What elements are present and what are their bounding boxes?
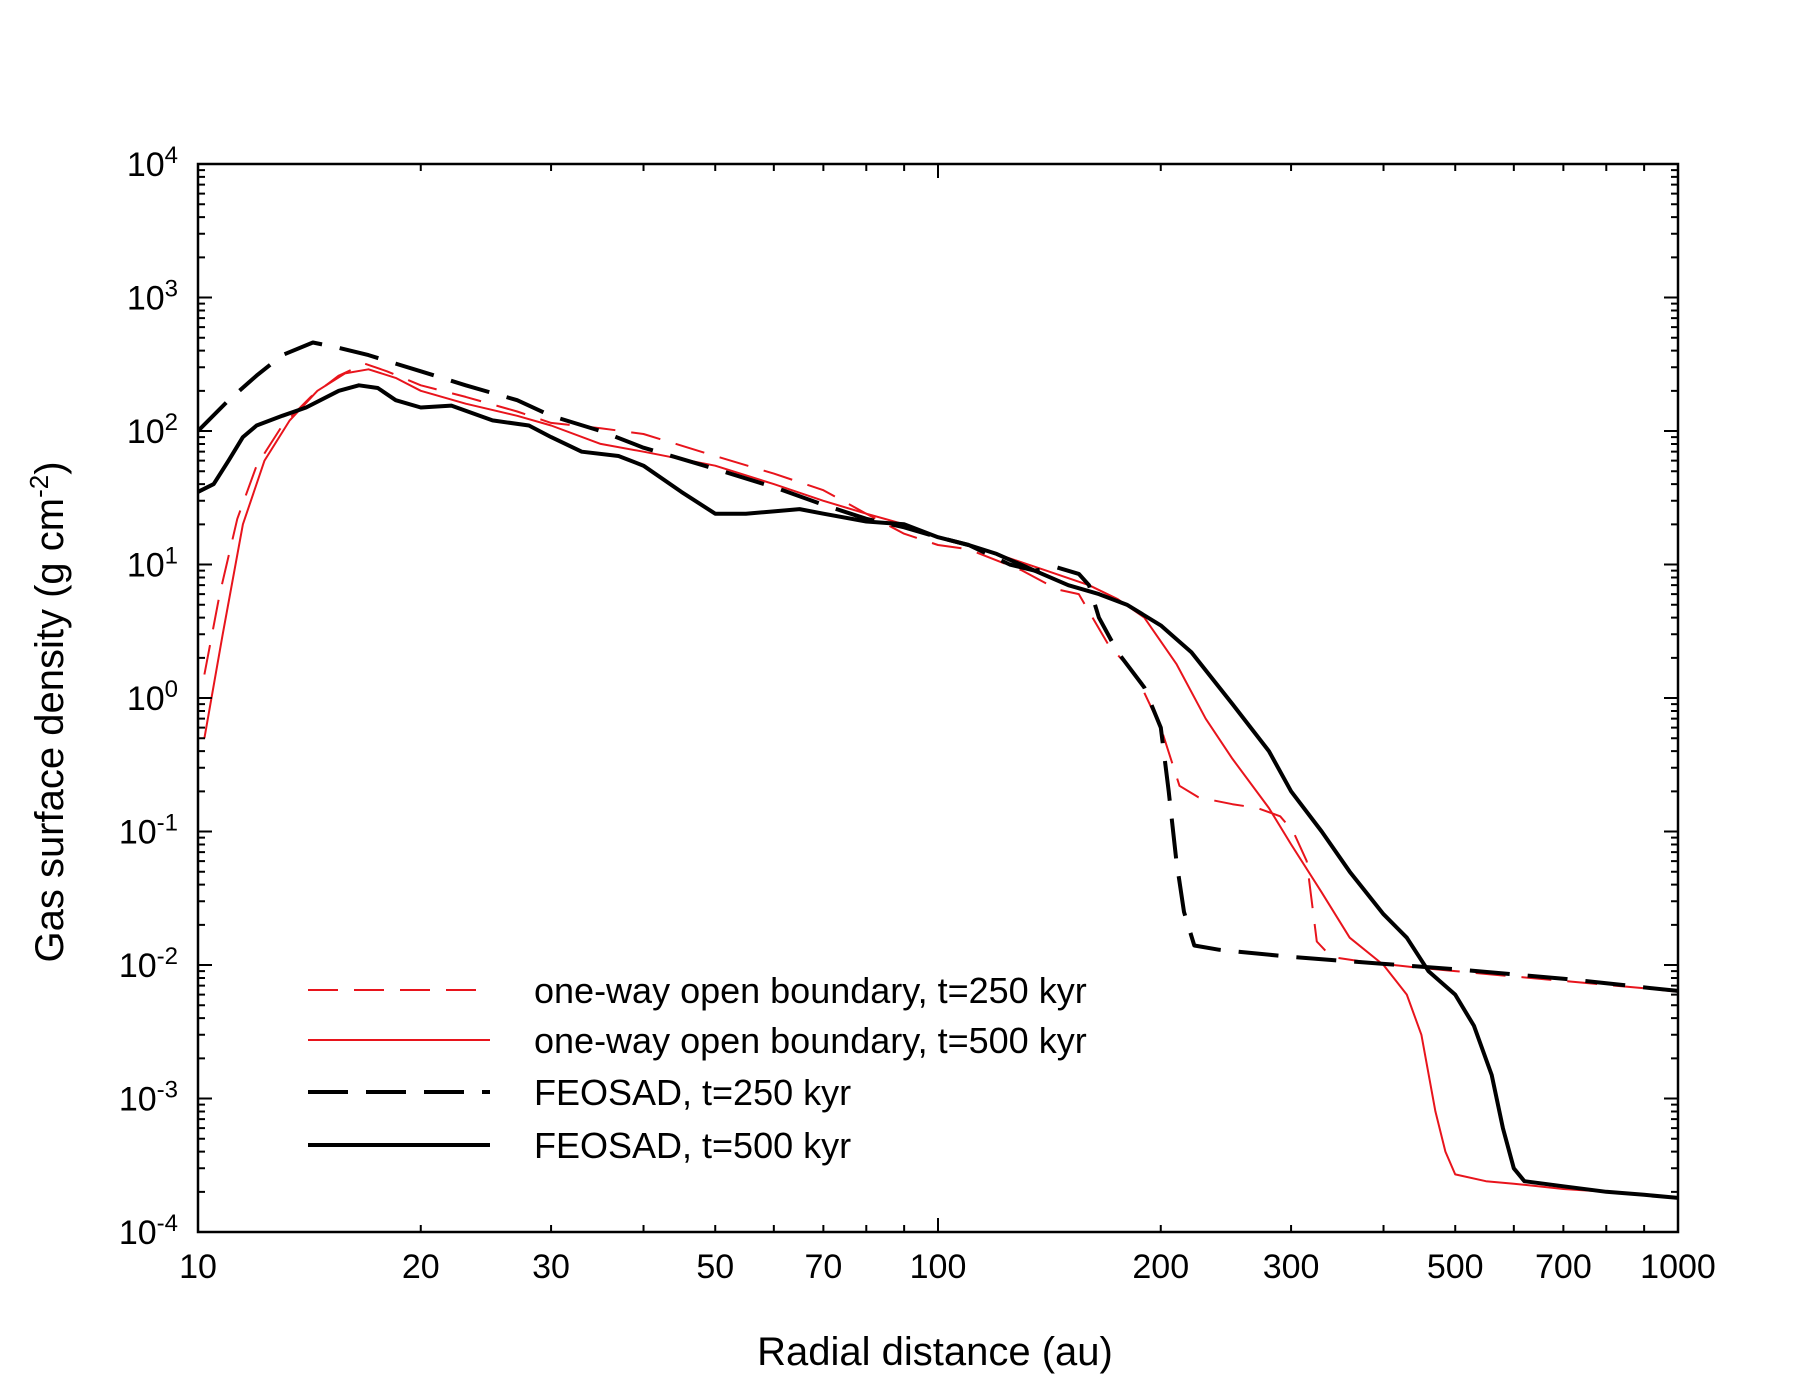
legend: one-way open boundary, t=250 kyr one-way … — [308, 970, 1087, 1166]
y-tick-label: 101 — [127, 542, 178, 585]
x-tick-label: 1000 — [1640, 1248, 1716, 1286]
y-tick-label: 10-3 — [119, 1076, 178, 1119]
x-tick-label: 500 — [1427, 1248, 1484, 1286]
tick-marks — [197, 163, 1679, 1233]
legend-label-3: FEOSAD, t=250 kyr — [534, 1072, 851, 1113]
y-axis-title-exponent: -2 — [24, 475, 54, 498]
series-line-2 — [203, 368, 1678, 1199]
series-lines — [198, 340, 1678, 1200]
x-tick-label: 200 — [1132, 1248, 1189, 1286]
x-tick-label: 20 — [402, 1248, 440, 1286]
legend-label-4: FEOSAD, t=500 kyr — [534, 1125, 851, 1166]
y-axis-title-close: ) — [28, 461, 72, 474]
x-axis-title: Radial distance (au) — [757, 1330, 1113, 1374]
legend-label-2: one-way open boundary, t=500 kyr — [534, 1020, 1087, 1061]
y-axis-title-main: Gas surface density (g cm — [28, 498, 72, 963]
plot-frame — [196, 162, 1680, 1234]
series-line-4 — [198, 383, 1678, 1200]
axis-ticks — [197, 163, 1679, 1233]
series-line-3 — [198, 340, 1678, 993]
x-tick-label: 700 — [1535, 1248, 1592, 1286]
x-tick-label: 300 — [1263, 1248, 1320, 1286]
x-tick-label: 70 — [804, 1248, 842, 1286]
y-tick-labels: 10-4 10-3 10-2 10-1 100 101 102 103 104 — [119, 142, 178, 1253]
y-tick-label: 10-2 — [119, 943, 178, 986]
x-tick-label: 30 — [532, 1248, 570, 1286]
y-tick-label: 10-4 — [119, 1210, 178, 1253]
x-tick-labels: 10 20 30 50 70 100 200 300 500 700 1000 — [179, 1248, 1716, 1286]
y-tick-label: 104 — [127, 142, 178, 185]
y-tick-label: 103 — [127, 275, 178, 318]
legend-label-1: one-way open boundary, t=250 kyr — [534, 970, 1087, 1011]
y-tick-label: 100 — [127, 676, 178, 719]
x-tick-label: 10 — [179, 1248, 217, 1286]
x-tick-label: 50 — [696, 1248, 734, 1286]
series-line-1 — [203, 362, 1678, 993]
y-tick-label: 102 — [127, 409, 178, 452]
x-tick-label: 100 — [910, 1248, 967, 1286]
y-tick-label: 10-1 — [119, 809, 178, 852]
y-axis-title: Gas surface density (g cm-2) — [24, 461, 72, 962]
